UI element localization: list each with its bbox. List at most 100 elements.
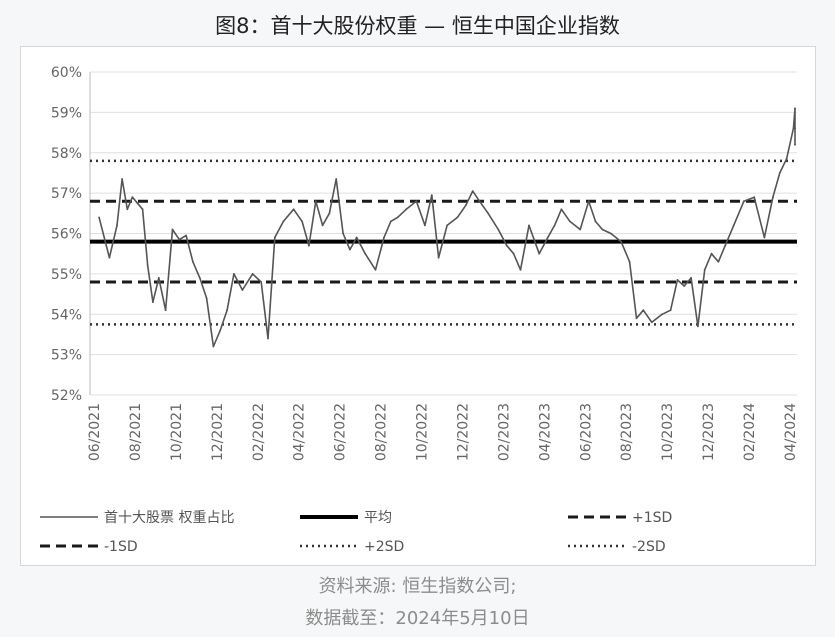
data-point bbox=[732, 224, 735, 227]
legend-label: -2SD bbox=[632, 539, 666, 555]
data-point bbox=[116, 224, 118, 227]
data-point bbox=[308, 244, 310, 247]
legend-item-mean: 平均 bbox=[300, 510, 392, 526]
source-note: 资料来源: 恒生指数公司; bbox=[318, 576, 517, 597]
data-point bbox=[601, 228, 604, 231]
data-point bbox=[342, 232, 344, 235]
data-point bbox=[553, 224, 556, 227]
chart-panel bbox=[20, 46, 816, 566]
data-point bbox=[292, 208, 295, 211]
data-point bbox=[141, 208, 144, 211]
legend-item-minus2sd: -2SD bbox=[568, 539, 666, 555]
data-point bbox=[478, 200, 481, 203]
data-point bbox=[778, 172, 781, 174]
data-point bbox=[497, 228, 500, 231]
data-point bbox=[610, 232, 612, 235]
x-tick-label: 02/2022 bbox=[251, 403, 267, 461]
y-tick-label: 57% bbox=[51, 186, 82, 202]
x-tick-label: 08/2022 bbox=[374, 403, 390, 461]
data-point bbox=[321, 224, 324, 227]
data-point bbox=[282, 220, 285, 223]
data-point bbox=[185, 234, 188, 237]
x-tick-label: 12/2021 bbox=[210, 403, 226, 461]
data-point bbox=[152, 301, 154, 303]
x-tick-labels: 06/2021 08/2021 10/2021 12/2021 02/2022 04/20… bbox=[87, 403, 799, 461]
data-point bbox=[437, 256, 440, 259]
data-point bbox=[512, 252, 515, 255]
data-point bbox=[772, 196, 774, 199]
y-tick-label: 55% bbox=[51, 267, 82, 283]
y-tick-label: 52% bbox=[51, 388, 82, 404]
data-point bbox=[635, 317, 638, 320]
legend-label: 平均 bbox=[364, 510, 392, 526]
data-point bbox=[98, 216, 100, 219]
data-point bbox=[349, 248, 351, 251]
y-tick-labels: 52% 53% 54% 55% 56% 57% 58% 59% 60% bbox=[51, 65, 82, 404]
data-point bbox=[669, 309, 672, 312]
y-tick-label: 54% bbox=[51, 307, 82, 323]
data-point bbox=[676, 279, 679, 281]
grid-layer bbox=[89, 71, 797, 396]
data-point bbox=[724, 244, 727, 247]
data-point bbox=[212, 345, 215, 348]
data-point bbox=[703, 268, 706, 271]
data-point bbox=[267, 337, 269, 340]
data-point bbox=[794, 127, 796, 130]
legend-label: -1SD bbox=[104, 539, 138, 555]
data-point bbox=[528, 224, 530, 227]
data-point bbox=[126, 208, 129, 211]
data-point bbox=[164, 309, 167, 312]
x-tick-label: 12/2022 bbox=[455, 403, 471, 461]
data-point bbox=[415, 200, 418, 203]
data-point bbox=[192, 260, 194, 263]
data-point bbox=[546, 236, 549, 239]
data-point bbox=[471, 190, 474, 193]
data-point bbox=[233, 273, 235, 275]
data-point bbox=[131, 196, 134, 199]
chart-title: 图8：首十大股份权重 — 恒生中国企业指数 bbox=[215, 14, 620, 38]
data-point bbox=[519, 268, 522, 271]
data-point bbox=[405, 208, 408, 211]
y-tick-label: 56% bbox=[51, 227, 82, 243]
data-point bbox=[374, 268, 377, 271]
data-point bbox=[579, 228, 582, 231]
legend-item-plus2sd: +2SD bbox=[300, 539, 404, 555]
legend-item-minus1sd: -1SD bbox=[40, 539, 138, 555]
data-point bbox=[301, 220, 303, 223]
reference-lines bbox=[90, 159, 797, 326]
x-tick-label: 10/2023 bbox=[660, 403, 676, 461]
data-point bbox=[364, 252, 367, 255]
data-point bbox=[650, 321, 653, 324]
data-point bbox=[690, 277, 692, 279]
data-date-note: 数据截至：2024年5月10日 bbox=[305, 608, 530, 629]
data-point bbox=[642, 309, 645, 312]
data-point bbox=[661, 313, 663, 316]
data-point bbox=[383, 236, 385, 239]
data-point bbox=[121, 178, 123, 180]
data-point bbox=[794, 143, 796, 146]
data-point bbox=[205, 297, 208, 299]
legend-label: +2SD bbox=[364, 539, 404, 555]
y-tick-label: 60% bbox=[51, 65, 82, 81]
data-point bbox=[389, 220, 392, 223]
data-point bbox=[314, 200, 317, 203]
data-point bbox=[260, 281, 263, 283]
series-line bbox=[98, 107, 796, 348]
data-point bbox=[538, 252, 541, 255]
data-point bbox=[136, 202, 139, 205]
y-tick-label: 58% bbox=[51, 146, 82, 162]
data-point bbox=[446, 224, 448, 227]
data-point bbox=[178, 238, 181, 241]
data-point bbox=[710, 252, 713, 255]
legend-item-plus1sd: +1SD bbox=[568, 510, 672, 526]
x-tick-label: 04/2022 bbox=[292, 403, 308, 461]
data-point bbox=[108, 256, 111, 259]
data-point bbox=[560, 208, 563, 211]
data-point bbox=[355, 236, 358, 239]
x-tick-label: 06/2021 bbox=[87, 403, 103, 461]
series-layer bbox=[98, 107, 796, 348]
data-point bbox=[505, 244, 508, 247]
data-point bbox=[328, 212, 331, 215]
x-tick-label: 02/2024 bbox=[742, 403, 758, 461]
